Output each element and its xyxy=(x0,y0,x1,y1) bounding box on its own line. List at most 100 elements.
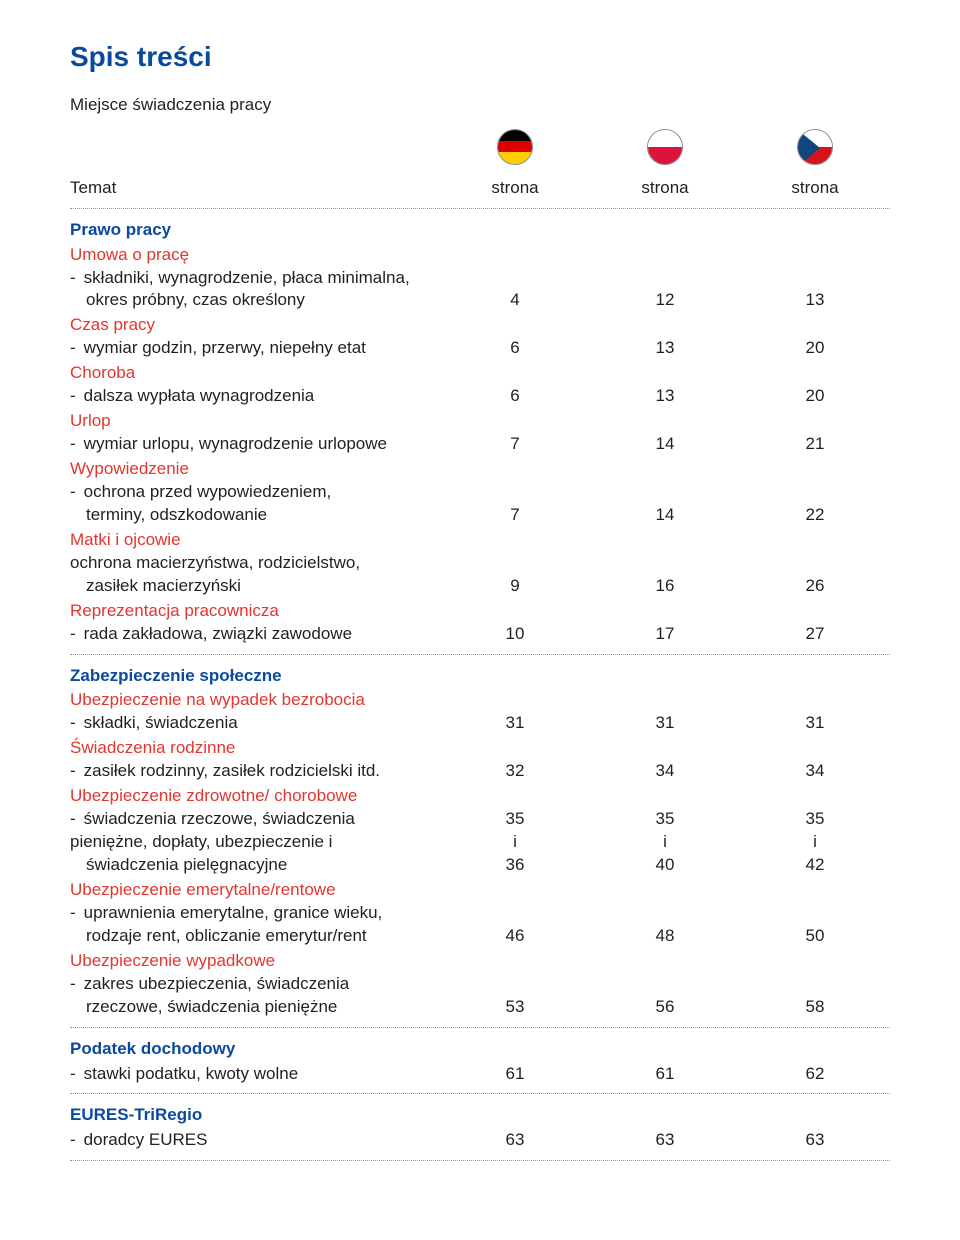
category-heading: Ubezpieczenie wypadkowe xyxy=(70,950,890,973)
col3-header: strona xyxy=(740,177,890,200)
dotted-separator xyxy=(70,1160,890,1161)
table-row: wymiar urlopu, wynagrodzenie urlopowe714… xyxy=(70,433,890,456)
table-row: rada zakładowa, związki zawodowe101727 xyxy=(70,623,890,646)
row-label: ochrona macierzyństwa, rodzicielstwo, xyxy=(70,552,440,575)
row-value: 10 xyxy=(440,623,590,646)
row-value: 14 xyxy=(590,504,740,527)
row-value: 35 xyxy=(440,808,590,831)
category-heading: Ubezpieczenie emerytalne/rentowe xyxy=(70,879,890,902)
row-value: 20 xyxy=(740,385,890,408)
row-value: 13 xyxy=(590,385,740,408)
row-value: 53 xyxy=(440,996,590,1019)
row-value: 26 xyxy=(740,575,890,598)
row-label: zasiłek rodzinny, zasiłek rodzicielski i… xyxy=(70,760,440,783)
table-row: ochrona macierzyństwa, rodzicielstwo, xyxy=(70,552,890,575)
table-row: składki, świadczenia313131 xyxy=(70,712,890,735)
table-row: terminy, odszkodowanie71422 xyxy=(70,504,890,527)
row-value: 32 xyxy=(440,760,590,783)
table-row: świadczenia rzeczowe, świadczenia353535 xyxy=(70,808,890,831)
row-value: 58 xyxy=(740,996,890,1019)
row-value: 31 xyxy=(740,712,890,735)
row-value: 7 xyxy=(440,433,590,456)
row-value: 40 xyxy=(590,854,740,877)
column-header-row xyxy=(70,129,890,165)
de-band-gold xyxy=(498,152,532,163)
row-label: stawki podatku, kwoty wolne xyxy=(70,1063,440,1086)
table-row: ochrona przed wypowiedzeniem, xyxy=(70,481,890,504)
category-heading: Ubezpieczenie zdrowotne/ chorobowe xyxy=(70,785,890,808)
section-heading: Podatek dochodowy xyxy=(70,1038,890,1061)
page-subtitle: Miejsce świadczenia pracy xyxy=(70,94,890,117)
sections-container: Prawo pracyUmowa o pracęskładniki, wynag… xyxy=(70,208,890,1162)
col2-header: strona xyxy=(590,177,740,200)
category-heading: Choroba xyxy=(70,362,890,385)
de-band-black xyxy=(498,130,532,141)
table-row: rzeczowe, świadczenia pieniężne535658 xyxy=(70,996,890,1019)
row-value: 61 xyxy=(590,1063,740,1086)
row-label: składki, świadczenia xyxy=(70,712,440,735)
category-heading: Umowa o pracę xyxy=(70,244,890,267)
row-value: 6 xyxy=(440,385,590,408)
row-value: 63 xyxy=(740,1129,890,1152)
row-value: 48 xyxy=(590,925,740,948)
row-label: rodzaje rent, obliczanie emerytur/rent xyxy=(70,925,440,948)
table-row: zasiłek macierzyński91626 xyxy=(70,575,890,598)
page-title: Spis treści xyxy=(70,38,890,76)
row-value: 9 xyxy=(440,575,590,598)
row-label: dalsza wypłata wynagrodzenia xyxy=(70,385,440,408)
row-label: zasiłek macierzyński xyxy=(70,575,440,598)
cz-triangle xyxy=(798,130,820,165)
row-value: 14 xyxy=(590,433,740,456)
pl-band-white xyxy=(648,130,682,147)
category-heading: Ubezpieczenie na wypadek bezrobocia xyxy=(70,689,890,712)
row-value: 27 xyxy=(740,623,890,646)
row-value: 31 xyxy=(590,712,740,735)
category-heading: Reprezentacja pracownicza xyxy=(70,600,890,623)
row-value: 6 xyxy=(440,337,590,360)
table-row: zasiłek rodzinny, zasiłek rodzicielski i… xyxy=(70,760,890,783)
topic-header: Temat xyxy=(70,177,440,200)
row-value: 13 xyxy=(590,337,740,360)
row-value: 34 xyxy=(590,760,740,783)
row-value: 35 xyxy=(590,808,740,831)
row-value: 4 xyxy=(440,289,590,312)
dotted-separator xyxy=(70,1027,890,1028)
row-value: i xyxy=(590,831,740,854)
category-heading: Urlop xyxy=(70,410,890,433)
row-value: 16 xyxy=(590,575,740,598)
row-value: i xyxy=(740,831,890,854)
row-value: 22 xyxy=(740,504,890,527)
row-label: wymiar urlopu, wynagrodzenie urlopowe xyxy=(70,433,440,456)
table-row: doradcy EURES636363 xyxy=(70,1129,890,1152)
category-heading: Wypowiedzenie xyxy=(70,458,890,481)
dotted-separator xyxy=(70,654,890,655)
col1-header: strona xyxy=(440,177,590,200)
category-heading: Świadczenia rodzinne xyxy=(70,737,890,760)
dotted-separator xyxy=(70,1093,890,1094)
row-value: 7 xyxy=(440,504,590,527)
table-row: składniki, wynagrodzenie, płaca minimaln… xyxy=(70,267,890,290)
section-heading: EURES-TriRegio xyxy=(70,1104,890,1127)
row-label: świadczenia rzeczowe, świadczenia xyxy=(70,808,440,831)
row-label: wymiar godzin, przerwy, niepełny etat xyxy=(70,337,440,360)
row-label: uprawnienia emerytalne, granice wieku, xyxy=(70,902,440,925)
column-label-row: Temat strona strona strona xyxy=(70,171,890,200)
flag-germany xyxy=(440,129,590,165)
dotted-separator xyxy=(70,208,890,209)
table-row: pieniężne, dopłaty, ubezpieczenie iiii xyxy=(70,831,890,854)
row-label: rzeczowe, świadczenia pieniężne xyxy=(70,996,440,1019)
row-value: 36 xyxy=(440,854,590,877)
table-row: uprawnienia emerytalne, granice wieku, xyxy=(70,902,890,925)
row-label: doradcy EURES xyxy=(70,1129,440,1152)
section-heading: Zabezpieczenie społeczne xyxy=(70,665,890,688)
row-value: 31 xyxy=(440,712,590,735)
category-heading: Czas pracy xyxy=(70,314,890,337)
row-value: 20 xyxy=(740,337,890,360)
row-value: 56 xyxy=(590,996,740,1019)
table-row: stawki podatku, kwoty wolne616162 xyxy=(70,1063,890,1086)
row-value: 61 xyxy=(440,1063,590,1086)
row-label: terminy, odszkodowanie xyxy=(70,504,440,527)
row-value: 35 xyxy=(740,808,890,831)
row-value: 13 xyxy=(740,289,890,312)
table-row: świadczenia pielęgnacyjne364042 xyxy=(70,854,890,877)
